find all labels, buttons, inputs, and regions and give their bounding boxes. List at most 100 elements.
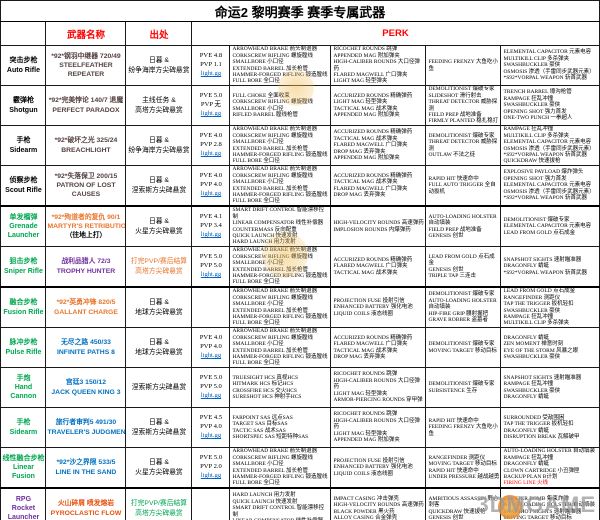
text-line: DEMOLITIONIST 爆破专家 bbox=[428, 132, 495, 139]
text-line: HIP-FIRE GRIP 腰射握把 bbox=[428, 310, 489, 317]
lightgg-link[interactable]: light.gg bbox=[200, 471, 222, 479]
text-line: 手枪 bbox=[16, 137, 31, 145]
text-line: 主线任务 & bbox=[142, 97, 176, 105]
text-line: TACTIC SAS 战术SAS bbox=[232, 427, 286, 434]
text-line: STEELFEATHER bbox=[59, 61, 113, 69]
text-line: Hand Cannon bbox=[10, 383, 37, 401]
text-line: 狙击步枪 bbox=[9, 258, 38, 266]
text-line: SMALLBORE 小口径 bbox=[232, 105, 284, 112]
perk-cell-2: ACCURIZED ROUNDS 精确弹药 TACTICAL MAG 战术弹夹 FL… bbox=[330, 165, 427, 207]
text-line: SURROUNDED 受敌围困 bbox=[503, 414, 565, 421]
text-line: 纷争海岸方尖碑悬赏 bbox=[128, 66, 190, 74]
text-line: 宫廷3 150/12 bbox=[65, 379, 106, 387]
text-line: HAMMER-FORGED RIFLING 锻造膛线 bbox=[232, 353, 328, 360]
text-line: ACCURIZED ROUNDS 精确弹药 bbox=[333, 172, 413, 179]
text-line: APPENDED MAG 附加弹夹 bbox=[333, 155, 400, 162]
text-line: PYROCLASTIC FLOW bbox=[50, 509, 122, 517]
text-line: 无尽之路 450/33 bbox=[61, 339, 111, 347]
text-line: *92*沙之界限 533/5 bbox=[56, 459, 116, 467]
text-line: SWASHBUCKLER 豪侠 bbox=[503, 353, 561, 360]
text-line: DEMOLITIONIST 爆破专家 bbox=[503, 216, 570, 223]
lightgg-link[interactable]: light.gg bbox=[200, 230, 222, 238]
weapon-row: 狙击步枪 Sniper Rifle 战利品猎人 72/3 TROPHY HUNTER 打… bbox=[0, 246, 600, 288]
text-line: CORKSCREW RIFLING 螺旋膛线 bbox=[232, 454, 314, 461]
text-line: FEEDING FRENZY 大鱼吃小鱼 bbox=[428, 424, 498, 437]
weapon-rating-cell: PVE 5.0 PVP 无 light.gg bbox=[191, 85, 231, 126]
text-line: SWASHBUCKLER 豪侠 bbox=[503, 387, 561, 394]
text-line: ELEMENTAL CAPACITOR 元素电容 bbox=[503, 49, 592, 56]
weapon-rating-cell: PVE 4.8 PVP 1.1 light.gg bbox=[191, 45, 231, 86]
text-line: Linear bbox=[12, 463, 34, 471]
text-line: 日暮 & bbox=[148, 419, 169, 427]
weapon-name-cell: *92*英勇冲锋 820/5 GALLANT CHARGE bbox=[45, 286, 127, 328]
text-line: CLUSTER BOMB 集束炸弹 bbox=[503, 495, 569, 502]
text-line: SMALLBORE 小口径 bbox=[232, 461, 284, 468]
perk-cell-1: HARD LAUNCH 用力发射 QUICK LAUNCH 快速发射 SMART D… bbox=[229, 487, 332, 520]
weapon-rating-cell: PVE 4.0 PVP 4.0 light.gg bbox=[191, 165, 231, 207]
text-line: THREAT DETECTOR 威胁探测 bbox=[428, 99, 498, 112]
text-line: CORKSCREW RIFLING 螺旋膛线 bbox=[232, 334, 314, 341]
lightgg-link[interactable]: light.gg bbox=[200, 149, 222, 157]
perk-cell-2: PROJECTION FUSE 投射引信 ENHANCED BATTERY 强化电… bbox=[330, 286, 427, 328]
perk-cell-2: ACCURIZED ROUNDS 精确弹药 FLARED MAGWELL 广口弹夹… bbox=[330, 246, 427, 288]
text-line: CROSSFIRE HCS 交火HCS bbox=[232, 387, 297, 394]
lightgg-link[interactable]: light.gg bbox=[200, 69, 222, 77]
lightgg-link[interactable]: light.gg bbox=[200, 351, 222, 359]
weapon-row: 手枪 Sidearm *92*破坏之光 325/24 BREACHLIGHT 日暮 & 纷… bbox=[0, 125, 600, 166]
weapon-source-cell: 涅索斯方尖碑悬赏 bbox=[125, 367, 193, 408]
header-perk: PERK bbox=[191, 21, 600, 46]
text-line: Launcher bbox=[7, 514, 40, 520]
lightgg-link[interactable]: light.gg bbox=[200, 431, 222, 439]
text-line: SLIDESHOT 滑行射击 bbox=[428, 92, 482, 99]
lightgg-link[interactable]: light.gg bbox=[200, 109, 222, 117]
text-line: LIGHT MAG 轻型弹夹 bbox=[333, 390, 388, 397]
weapon-type-cell: 线性融合步枪 Linear Fusion bbox=[0, 447, 47, 489]
text-line: EXTENDED BARREL 加长枪管 bbox=[232, 347, 309, 354]
text-line: LINE IN THE SAND bbox=[55, 468, 117, 476]
text-line: FULL BORE 全口径 bbox=[232, 158, 280, 165]
weapon-row: 霰弹枪 Shotgun *92*完美悖论 140/7 退魔 PERFECT PARAD… bbox=[0, 85, 600, 126]
text-line: 地球方尖碑悬赏 bbox=[135, 348, 183, 356]
text-line: FIRING LINE 火线 bbox=[503, 480, 549, 487]
text-line: 日暮 & bbox=[148, 57, 169, 65]
text-line: DRAGONFLY 蜻蜓 bbox=[503, 461, 549, 468]
weapon-row: 脉冲步枪 Pulse Rifle 无尽之路 450/33 INFINITE PATHS… bbox=[0, 327, 600, 368]
text-line: RAMPAGE 狂乱冲撞 bbox=[503, 313, 554, 320]
text-line: ELEMENTAL CAPACITOR 元素电容 bbox=[503, 182, 592, 189]
text-line: THREAT DETECTOR 威胁探测 bbox=[428, 139, 498, 152]
perk-cell-1: ARROWHEAD BRAKE 箭头制退器 CORKSCREW RIFLING 螺… bbox=[229, 125, 332, 166]
text-line: HIGH-VELOCITY ROUNDS 高速弹药 bbox=[333, 220, 424, 227]
text-line: LIGHT MAG 轻型弹夹 bbox=[333, 78, 388, 85]
weapon-type-cell: 融合步枪 Fusion Rifle bbox=[0, 286, 47, 328]
text-line: 突击步枪 bbox=[9, 57, 38, 65]
text-line: LIQUID COILS 液态线圈 bbox=[333, 310, 394, 317]
perk-cell-3: LEAD FROM GOLD 点石成金 GENESIS 创世 TRIPLE TAP … bbox=[425, 246, 502, 288]
text-line: LINEAR COMPENSATOR 线性补偿器 bbox=[232, 518, 329, 520]
lightgg-link[interactable]: light.gg bbox=[200, 270, 222, 278]
lightgg-link[interactable]: light.gg bbox=[200, 391, 222, 399]
weapon-source-cell: 日暮 & 涅索斯方尖碑悬赏 bbox=[125, 407, 193, 448]
perk-cell-3: RAPID HIT 快速命中 FEEDING FRENZY 大鱼吃小鱼 bbox=[425, 407, 502, 448]
text-line: ARROWHEAD BRAKE 箭头制退器 bbox=[232, 46, 318, 53]
page-title: 命运2 黎明赛季 赛季专属武器 bbox=[0, 0, 600, 22]
text-line: ARROWHEAD BRAKE 箭头制退器 bbox=[232, 288, 318, 295]
text-line: SMART DRIFT CONTROL 智能漂移控制 bbox=[232, 207, 325, 220]
weapon-name-cell: *92*破坏之光 325/24 BREACHLIGHT bbox=[45, 125, 127, 166]
text-line: OSMOSIS 渗透（手雷同步武器元素） bbox=[503, 145, 595, 152]
text-line: LEAD FROM GOLD 点石成金 bbox=[503, 288, 576, 295]
text-line: FULL BORE 全口径 bbox=[232, 480, 280, 487]
text-line: RICOCHET ROUNDS 跳弹 bbox=[333, 371, 398, 378]
perk-cell-1: TRUESIGHT HCS 真视HCS HITMARK HCS 标记HCS CROS… bbox=[229, 367, 332, 408]
text-line: FLARED MAGWELL 广口弹夹 bbox=[333, 341, 408, 348]
lightgg-link[interactable]: light.gg bbox=[200, 189, 222, 197]
text-line: MULTIKILL CLIP 多杀弹夹 bbox=[503, 132, 570, 139]
text-line: SMALLBORE 小口径 bbox=[232, 260, 284, 267]
text-line: FLARED MAGWELL 广口弹夹 bbox=[333, 263, 408, 270]
text-line: ACCURIZED ROUNDS 精确弹药 bbox=[333, 92, 413, 99]
text-line: PROJECTION FUSE 投射引信 bbox=[333, 297, 405, 304]
perk-cell-4: LEAD FROM GOLD 点石成金 RANGEFINDER 测距仪 TAP TH… bbox=[500, 286, 600, 328]
text-line: GRAVE ROBBER 盗墓者 bbox=[428, 317, 488, 324]
text-line: AUTO-LOADING HOLSTER 自动填装 bbox=[503, 502, 596, 509]
perk-cell-4: SURROUNDED 受敌围困 TAP THE TRIGGER 扳机轻扣 DRAGO… bbox=[500, 407, 600, 448]
weapon-rating-cell: PVE 4.0 PVP 2.8 light.gg bbox=[191, 125, 231, 166]
